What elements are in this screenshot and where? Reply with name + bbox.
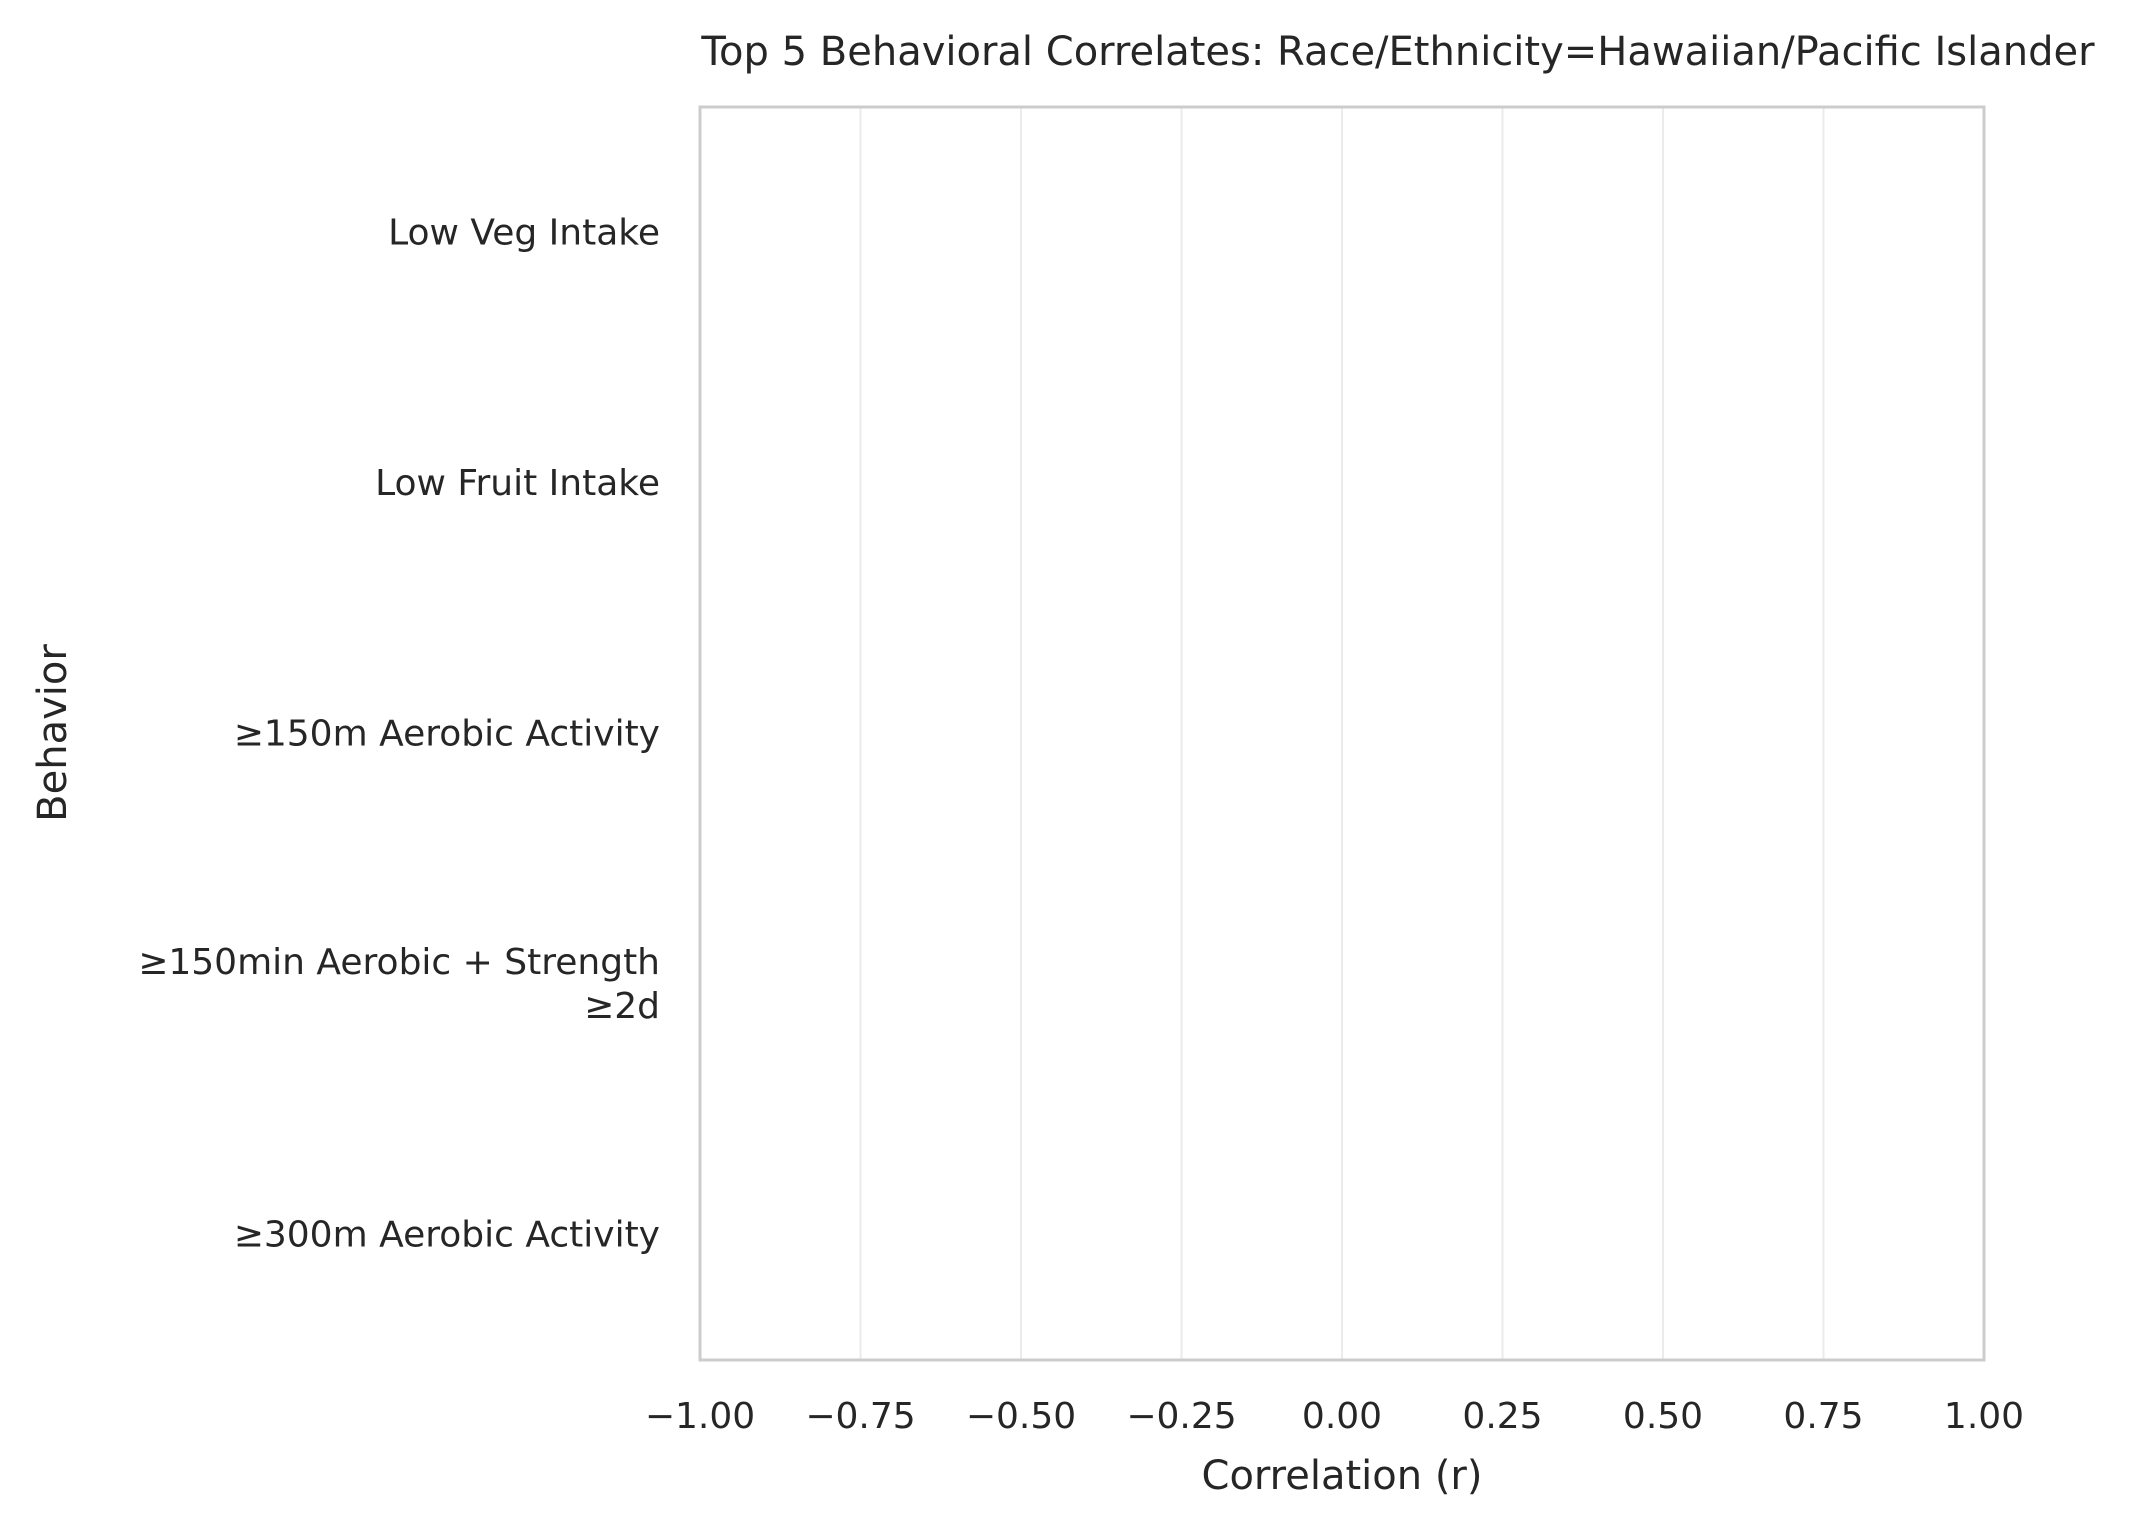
- plot-frame: [698, 105, 1986, 1362]
- x-tick-label: −1.00: [645, 1396, 755, 1437]
- x-tick-label: 0.50: [1623, 1396, 1703, 1437]
- x-tick-label: 0.00: [1302, 1396, 1382, 1437]
- x-tick-label: −0.25: [1126, 1396, 1236, 1437]
- y-category-label: Low Veg Intake: [388, 212, 660, 253]
- x-tick-label: 0.25: [1462, 1396, 1542, 1437]
- y-category-label: ≥300m Aerobic Activity: [234, 1215, 660, 1256]
- y-axis-label: Behavior: [30, 644, 76, 822]
- y-category-label-line: ≥2d: [584, 986, 660, 1027]
- x-tick-label: −0.50: [966, 1396, 1076, 1437]
- x-tick-label: 1.00: [1944, 1396, 2024, 1437]
- y-category-labels: Low Veg Intake Low Fruit Intake ≥150m Aero…: [138, 212, 660, 1255]
- chart-title: Top 5 Behavioral Correlates: Race/Ethnic…: [700, 29, 2095, 75]
- y-category-label-line: ≥150min Aerobic + Strength: [138, 942, 660, 983]
- y-category-label-line: Low Veg Intake: [388, 212, 660, 253]
- y-category-label: ≥150m Aerobic Activity: [234, 714, 660, 755]
- x-tick-label: 0.75: [1783, 1396, 1863, 1437]
- x-tick-label: −0.75: [805, 1396, 915, 1437]
- y-category-label-line: ≥300m Aerobic Activity: [234, 1215, 660, 1256]
- y-category-label-line: ≥150m Aerobic Activity: [234, 714, 660, 755]
- grid-lines: [859, 107, 1825, 1360]
- x-axis-label: Correlation (r): [1202, 1453, 1483, 1499]
- y-category-label-line: Low Fruit Intake: [375, 463, 660, 504]
- y-category-label: ≥150min Aerobic + Strength ≥2d: [138, 942, 660, 1027]
- y-category-label: Low Fruit Intake: [375, 463, 660, 504]
- x-tick-labels: −1.00 −0.75 −0.50 −0.25 0.00 0.25 0.50 0.75 1.00: [645, 1396, 2024, 1437]
